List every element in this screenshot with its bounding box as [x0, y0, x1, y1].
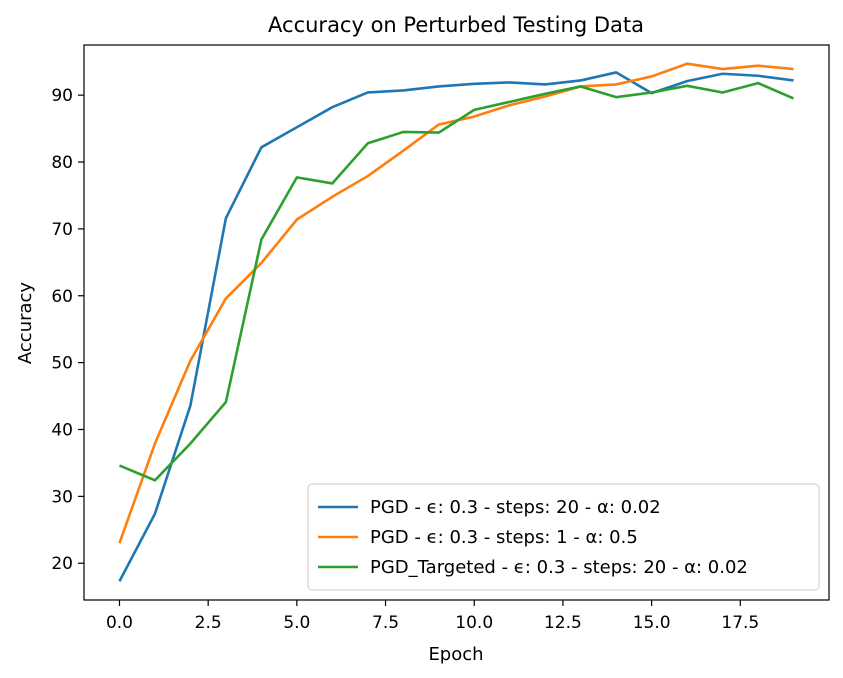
series-line-3: [118, 81, 795, 482]
chart-title: Accuracy on Perturbed Testing Data: [268, 13, 644, 37]
x-tick-label: 0.0: [106, 613, 133, 633]
y-tick-label: 60: [51, 287, 73, 307]
legend-box: [307, 483, 820, 591]
x-tick-label: 7.5: [372, 613, 399, 633]
legend: PGD - ϵ: 0.3 - steps: 20 - α: 0.02 PGD - …: [307, 483, 820, 591]
legend-entry: PGD - ϵ: 0.3 - steps: 1 - α: 0.5: [370, 527, 638, 548]
y-tick-label: 70: [51, 220, 73, 240]
series-lines: [118, 62, 795, 582]
plot-frame: [83, 44, 830, 601]
legend-entry: PGD_Targeted - ϵ: 0.3 - steps: 20 - α: 0…: [370, 557, 748, 578]
y-tick-label: 30: [51, 487, 73, 507]
x-tick-label: 10.0: [455, 613, 493, 633]
y-axis-label: Accuracy: [15, 282, 36, 365]
x-tick-label: 2.5: [195, 613, 222, 633]
y-tick-label: 40: [51, 420, 73, 440]
legend-entry: PGD - ϵ: 0.3 - steps: 20 - α: 0.02: [370, 497, 661, 518]
y-axis: 20 30 40 50 60 70 80 90: [51, 86, 84, 574]
y-tick-label: 90: [51, 86, 73, 106]
series-line-1: [118, 71, 794, 582]
x-axis: 0.0 2.5 5.0 7.5 10.0 12.5 15.0 17.5: [106, 600, 759, 633]
y-tick-label: 80: [51, 153, 73, 173]
y-tick-label: 20: [51, 554, 73, 574]
y-tick-label: 50: [51, 354, 73, 374]
x-axis-label: Epoch: [428, 644, 483, 665]
plot-area: [83, 44, 830, 601]
x-tick-label: 15.0: [633, 613, 671, 633]
x-tick-label: 12.5: [544, 613, 582, 633]
x-tick-label: 17.5: [721, 613, 759, 633]
x-tick-label: 5.0: [283, 613, 310, 633]
